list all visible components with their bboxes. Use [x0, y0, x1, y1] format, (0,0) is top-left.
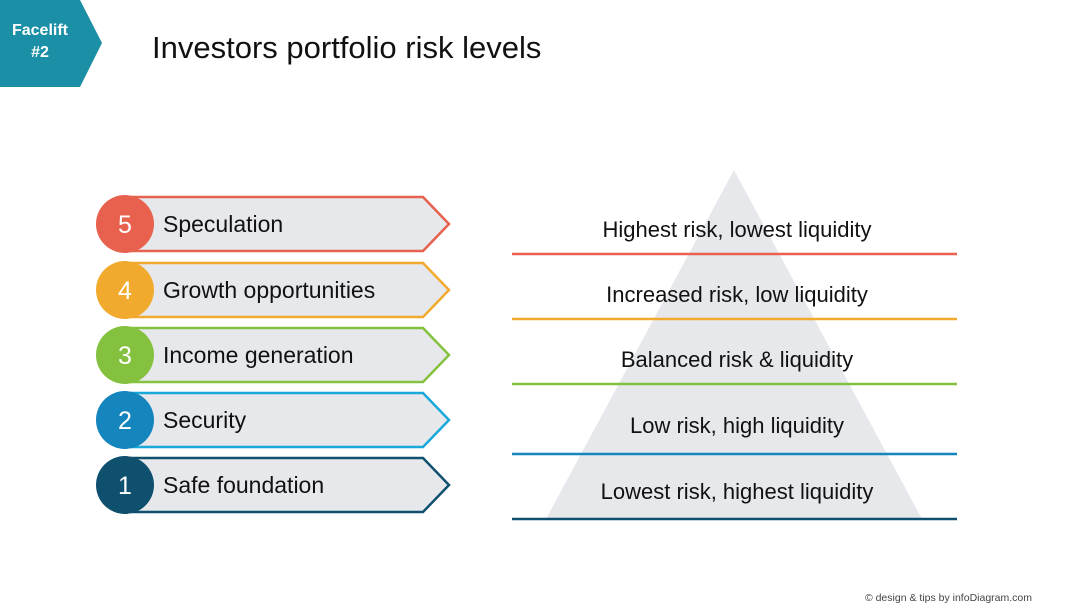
- level-3-circle: [96, 326, 154, 384]
- level-1-circle: [96, 456, 154, 514]
- level-3-label: Income generation: [163, 342, 354, 368]
- badge-line-1: Facelift: [11, 22, 68, 39]
- slide-title: Investors portfolio risk levels: [152, 30, 542, 65]
- level-4-circle: [96, 261, 154, 319]
- level-1-number: 1: [118, 472, 132, 500]
- level-4-label: Growth opportunities: [163, 277, 375, 303]
- level-5-description: Highest risk, lowest liquidity: [603, 217, 872, 242]
- level-2-label: Security: [163, 407, 247, 433]
- level-5-circle: [96, 195, 154, 253]
- level-2-circle: [96, 391, 154, 449]
- level-1-label: Safe foundation: [163, 472, 324, 498]
- level-2-number: 2: [118, 407, 132, 435]
- level-4-number: 4: [118, 277, 132, 305]
- level-1-description: Lowest risk, highest liquidity: [601, 479, 874, 504]
- level-5-label: Speculation: [163, 211, 283, 237]
- badge-shape: [0, 0, 102, 87]
- level-3-number: 3: [118, 342, 132, 370]
- badge-line-2: #2: [31, 44, 49, 61]
- level-2-description: Low risk, high liquidity: [630, 413, 844, 438]
- level-5-number: 5: [118, 211, 132, 239]
- facelift-badge: Facelift #2: [0, 0, 102, 87]
- footer-credit: © design & tips by infoDiagram.com: [864, 592, 1032, 604]
- level-3-description: Balanced risk & liquidity: [621, 347, 853, 372]
- pyramid-triangle: [546, 170, 922, 519]
- level-4-description: Increased risk, low liquidity: [606, 282, 868, 307]
